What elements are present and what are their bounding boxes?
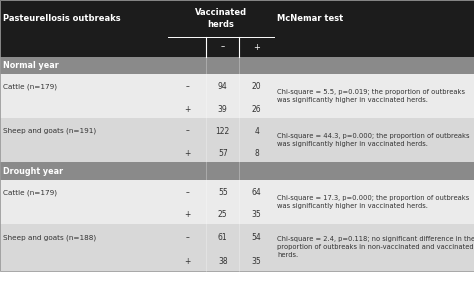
- Text: +: +: [184, 149, 191, 158]
- Bar: [0, 180, 168, 205]
- Text: 39: 39: [218, 105, 228, 113]
- Text: +: +: [184, 105, 191, 113]
- Bar: [206, 205, 239, 224]
- Bar: [239, 144, 274, 162]
- Bar: [206, 74, 239, 100]
- Bar: [206, 118, 239, 144]
- Text: 61: 61: [218, 233, 228, 243]
- Text: 4: 4: [254, 127, 259, 136]
- Text: 94: 94: [218, 82, 228, 91]
- Text: –: –: [185, 82, 189, 91]
- Text: 35: 35: [252, 210, 262, 219]
- Text: Chi-square = 44.3, p=0.000; the proportion of outbreaks
was significantly higher: Chi-square = 44.3, p=0.000; the proporti…: [277, 133, 470, 147]
- Bar: [274, 118, 474, 162]
- Text: –: –: [185, 233, 189, 243]
- Bar: [0, 252, 168, 271]
- Bar: [168, 37, 206, 57]
- Text: +: +: [184, 257, 191, 266]
- Text: 54: 54: [252, 233, 262, 243]
- Bar: [274, 74, 474, 118]
- Bar: [168, 205, 206, 224]
- Text: Drought year: Drought year: [3, 166, 64, 176]
- Text: +: +: [184, 210, 191, 219]
- Text: 55: 55: [218, 188, 228, 197]
- Text: 57: 57: [218, 149, 228, 158]
- Text: –: –: [185, 188, 189, 197]
- Bar: [168, 144, 206, 162]
- Text: 35: 35: [252, 257, 262, 266]
- Text: 64: 64: [252, 188, 262, 197]
- Text: Sheep and goats (n=188): Sheep and goats (n=188): [3, 235, 96, 241]
- Bar: [206, 37, 239, 57]
- Bar: [239, 37, 274, 57]
- Text: 38: 38: [218, 257, 228, 266]
- Text: 26: 26: [252, 105, 262, 113]
- Text: Cattle (n=179): Cattle (n=179): [3, 189, 57, 196]
- Bar: [0, 100, 168, 118]
- Bar: [168, 180, 206, 205]
- Bar: [239, 118, 274, 144]
- Bar: [206, 180, 239, 205]
- Bar: [0, 118, 168, 144]
- Text: +: +: [253, 42, 260, 52]
- Text: 25: 25: [218, 210, 228, 219]
- Bar: [168, 224, 206, 252]
- Bar: [239, 180, 274, 205]
- Bar: [239, 205, 274, 224]
- Bar: [274, 180, 474, 224]
- Bar: [239, 100, 274, 118]
- Bar: [0, 0, 168, 37]
- Text: –: –: [221, 42, 225, 52]
- Text: Pasteurellosis outbreaks: Pasteurellosis outbreaks: [3, 14, 121, 23]
- Text: 20: 20: [252, 82, 262, 91]
- Text: Chi-square = 5.5, p=0.019; the proportion of outbreaks
was significantly higher : Chi-square = 5.5, p=0.019; the proportio…: [277, 89, 465, 103]
- Text: Vaccinated
herds: Vaccinated herds: [195, 8, 247, 29]
- Bar: [274, 37, 474, 57]
- Bar: [0, 144, 168, 162]
- Bar: [206, 100, 239, 118]
- Bar: [206, 252, 239, 271]
- Text: 8: 8: [254, 149, 259, 158]
- Bar: [0, 205, 168, 224]
- Bar: [206, 144, 239, 162]
- Bar: [274, 0, 474, 37]
- Bar: [0, 37, 168, 57]
- Text: Cattle (n=179): Cattle (n=179): [3, 84, 57, 90]
- Bar: [168, 0, 274, 37]
- Bar: [239, 74, 274, 100]
- Bar: [168, 74, 206, 100]
- Bar: [239, 224, 274, 252]
- Text: Sheep and goats (n=191): Sheep and goats (n=191): [3, 128, 96, 134]
- Bar: [168, 252, 206, 271]
- Bar: [274, 224, 474, 271]
- Bar: [0, 224, 168, 252]
- Text: Chi-square = 2.4, p=0.118; no significant difference in the
proportion of outbre: Chi-square = 2.4, p=0.118; no significan…: [277, 236, 474, 258]
- Text: 122: 122: [216, 127, 230, 136]
- Bar: [168, 118, 206, 144]
- Text: –: –: [185, 127, 189, 136]
- Bar: [168, 100, 206, 118]
- Text: Chi-square = 17.3, p=0.000; the proportion of outbreaks
was significantly higher: Chi-square = 17.3, p=0.000; the proporti…: [277, 195, 470, 209]
- Bar: [0, 74, 168, 100]
- Bar: [0, 57, 474, 74]
- Bar: [0, 162, 474, 180]
- Bar: [239, 252, 274, 271]
- Text: McNemar test: McNemar test: [277, 14, 344, 23]
- Text: Normal year: Normal year: [3, 61, 59, 70]
- Bar: [206, 224, 239, 252]
